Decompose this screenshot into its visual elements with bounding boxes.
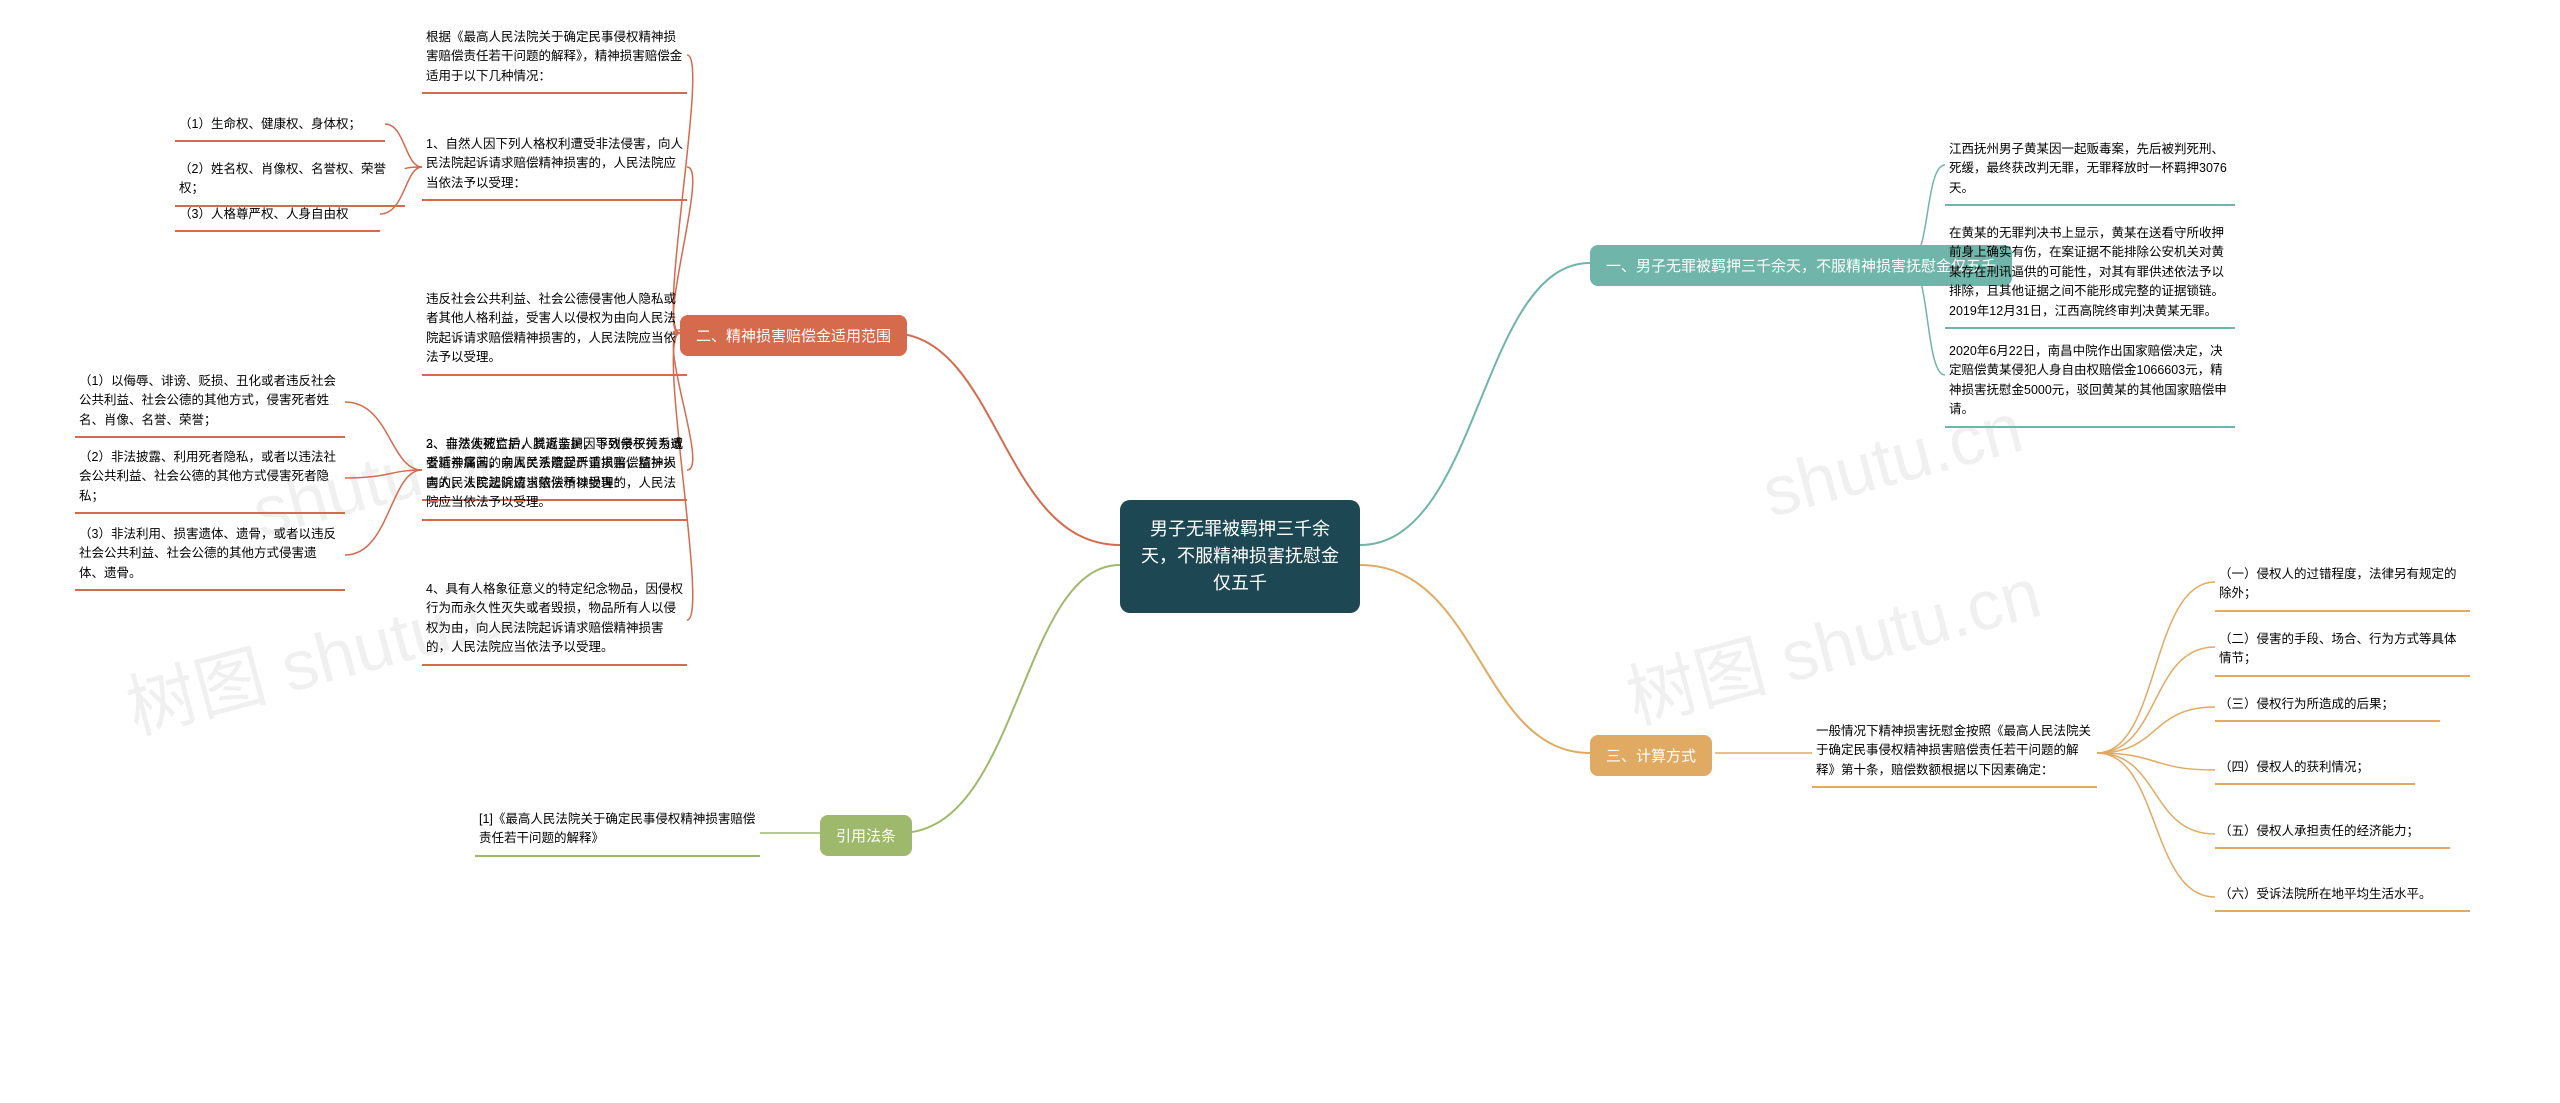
branch4-leaf: [1]《最高人民法院关于确定民事侵权精神损害赔偿责任若干问题的解释》 [475,810,760,857]
branch2-s2: 违反社会公共利益、社会公德侵害他人隐私或者其他人格利益，受害人以侵权为由向人民法… [422,290,687,376]
branch-3: 三、计算方式 [1590,735,1712,776]
branch3-factor-3: （三）侵权行为所造成的后果； [2215,695,2440,722]
branch3-factor-1: （一）侵权人的过错程度，法律另有规定的除外； [2215,565,2470,612]
branch3-factor-2: （二）侵害的手段、场合、行为方式等具体情节； [2215,630,2470,677]
branch2-s1-r2: （2）姓名权、肖像权、名誉权、荣誉权； [175,160,405,207]
branch-2: 二、精神损害赔偿金适用范围 [680,315,907,356]
branch3-factor-4: （四）侵权人的获利情况； [2215,758,2415,785]
branch1-leaf-c: 2020年6月22日，南昌中院作出国家赔偿决定，决定赔偿黄某侵犯人身自由权赔偿金… [1945,342,2235,428]
branch2-s4: 4、具有人格象征意义的特定纪念物品，因侵权行为而永久性灭失或者毁损，物品所有人以… [422,580,687,666]
branch2-s3-d1: （1）以侮辱、诽谤、贬损、丑化或者违反社会公共利益、社会公德的其他方式，侵害死者… [75,372,345,438]
branch-4: 引用法条 [820,815,912,856]
branch2-s1: 1、自然人因下列人格权利遭受非法侵害，向人民法院起诉请求赔偿精神损害的，人民法院… [422,135,687,201]
branch2-s1-r1: （1）生命权、健康权、身体权； [175,115,385,142]
branch3-factor-6: （六）受诉法院所在地平均生活水平。 [2215,885,2470,912]
branch3-factor-5: （五）侵权人承担责任的经济能力； [2215,822,2450,849]
branch1-leaf-b: 在黄某的无罪判决书上显示，黄某在送看守所收押前身上确实有伤，在案证据不能排除公安… [1945,224,2235,329]
watermark: 树图 shutu.cn [1614,537,2050,744]
root-node: 男子无罪被羁押三千余天，不服精神损害抚慰金仅五千 [1120,500,1360,613]
branch1-leaf-a: 江西抚州男子黄某因一起贩毒案，先后被判死刑、死缓，最终获改判无罪，无罪释放时一杯… [1945,140,2235,206]
branch2-s3-d3: （3）非法利用、损害遗体、遗骨，或者以违反社会公共利益、社会公德的其他方式侵害遗… [75,525,345,591]
branch2-s3-d2: （2）非法披露、利用死者隐私，或者以违法社会公共利益、社会公德的其他方式侵害死者… [75,448,345,514]
branch3-main: 一般情况下精神损害抚慰金按照《最高人民法院关于确定民事侵权精神损害赔偿责任若干问… [1812,722,2097,788]
branch2-s1-r3: （3）人格尊严权、人身自由权 [175,205,380,232]
branch2-s3-mid: 2、非法使被监护人脱离监护，导致亲子关系或者近亲属间的亲属关系遭受严重损害，监护… [422,435,687,521]
branch2-intro: 根据《最高人民法院关于确定民事侵权精神损害赔偿责任若干问题的解释》，精神损害赔偿… [422,28,687,94]
